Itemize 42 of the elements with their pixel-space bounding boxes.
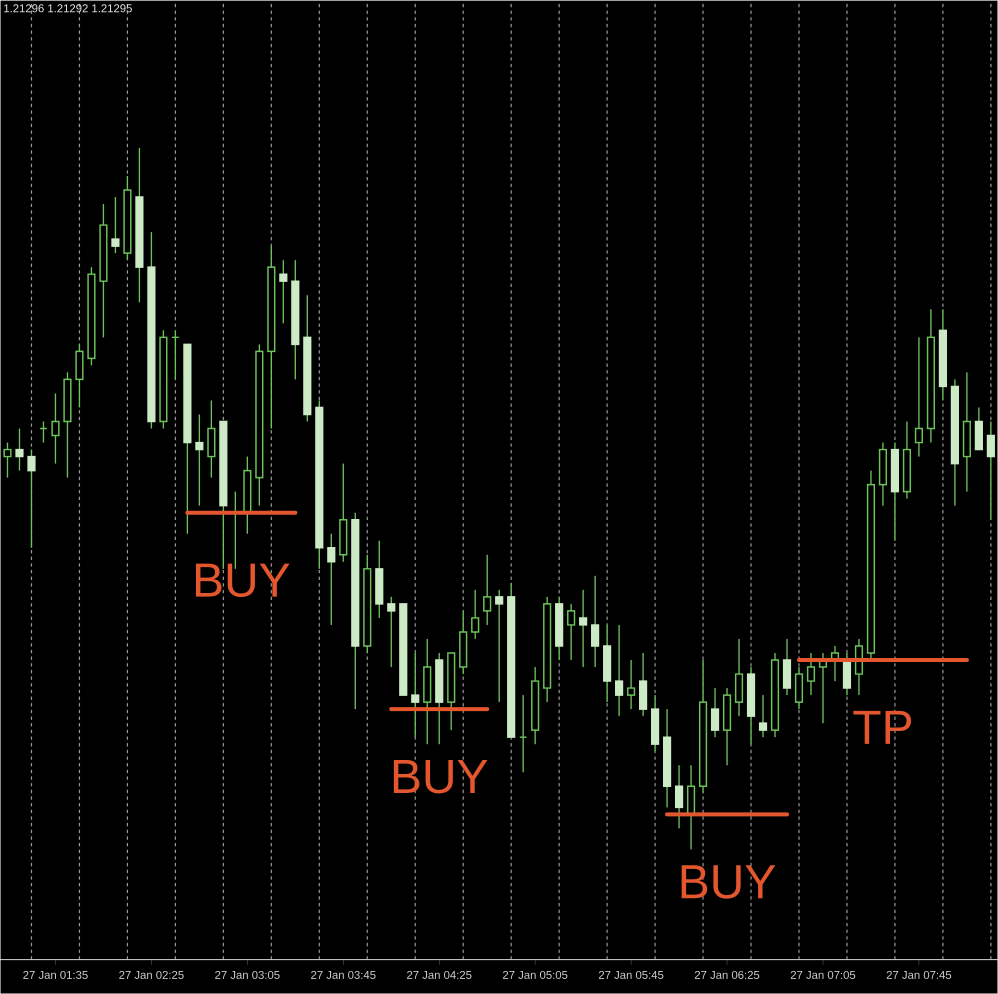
candlestick: [111, 196, 120, 254]
candlestick: [627, 660, 636, 710]
x-tick-label: 27 Jan 07:45: [886, 971, 952, 980]
x-tick-label: 27 Jan 04:25: [407, 971, 472, 980]
x-tick-label: 27 Jan 06:25: [694, 971, 760, 980]
candlestick: [986, 421, 995, 521]
candlestick: [171, 330, 180, 380]
candlestick: [710, 688, 720, 738]
candlestick: [806, 652, 816, 696]
candlestick: [471, 589, 480, 640]
text: 1.21296 1.21292 1.21295: [4, 4, 132, 13]
x-tick-label: 27 Jan 03:45: [311, 971, 376, 980]
annotation: TP: [853, 711, 912, 744]
candlestick: [914, 336, 924, 458]
candlestick: [495, 589, 504, 704]
candlestick: [579, 589, 588, 668]
candlestick: [279, 260, 288, 324]
candlestick: [327, 533, 336, 626]
candlestick: [3, 442, 12, 479]
candlestick: [411, 652, 420, 738]
x-tick-label: 27 Jan 01:35: [23, 971, 88, 980]
candlestick: [15, 428, 24, 472]
candlestick: [519, 694, 528, 774]
x-tick-label: 27 Jan 07:05: [790, 971, 856, 980]
candlestick: [567, 603, 576, 661]
candlestick: [51, 393, 60, 464]
candlestick: [195, 414, 204, 507]
candlestick: [615, 624, 624, 718]
candlestick: [674, 764, 684, 830]
x-tick-label: 27 Jan 05:45: [598, 971, 664, 980]
text: BUY: [682, 865, 776, 899]
annotation: BUY: [196, 564, 290, 598]
candlestick: [591, 575, 600, 668]
x-tick-label: 27 Jan 03:05: [215, 971, 280, 980]
candlestick: [27, 449, 36, 549]
annotation: BUY: [394, 760, 488, 794]
x-tick-label: 27 Jan 02:25: [119, 971, 184, 980]
x-tick-label: 27 Jan 05:05: [502, 971, 568, 980]
candlestick: [387, 596, 396, 668]
candlestick: [39, 421, 48, 444]
candlestick: [483, 554, 492, 626]
candlestick: [758, 694, 768, 738]
